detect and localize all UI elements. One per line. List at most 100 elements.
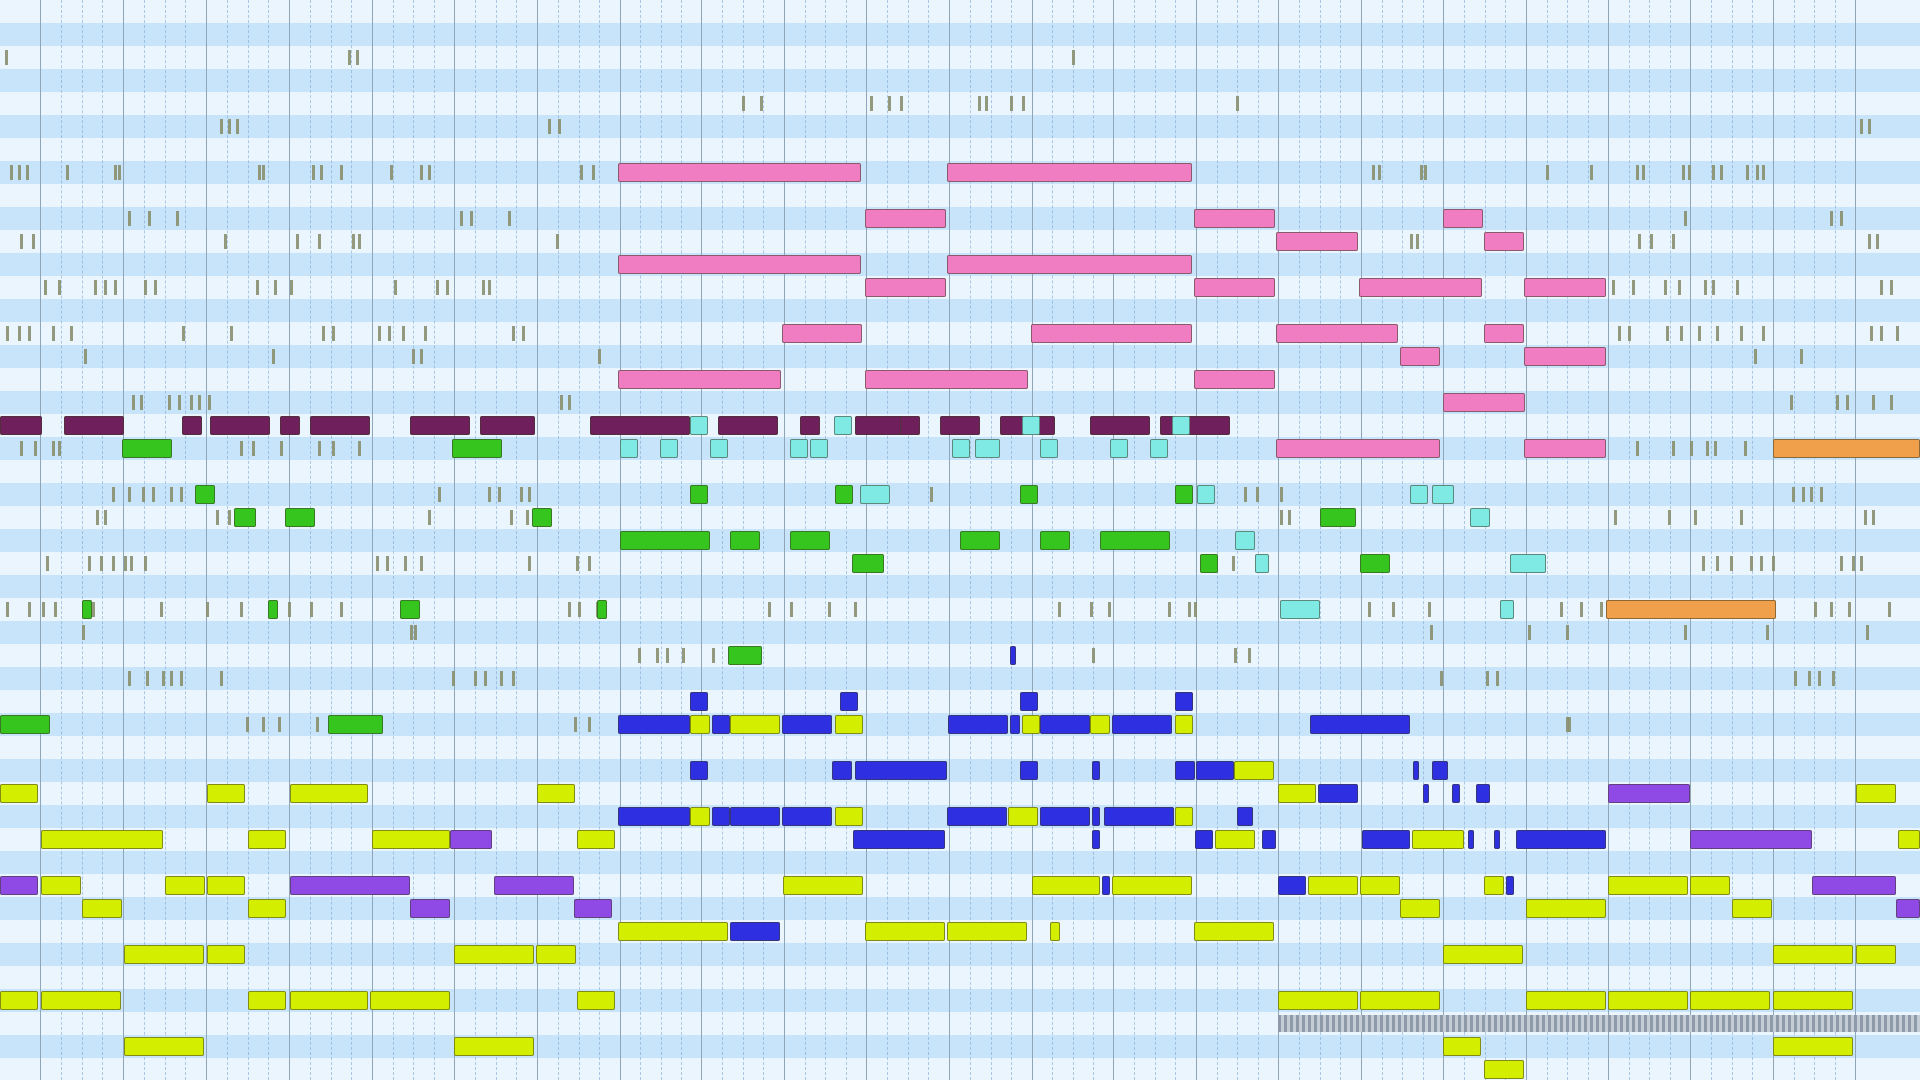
note-block[interactable] bbox=[1510, 554, 1546, 573]
note-block[interactable] bbox=[1360, 991, 1440, 1010]
short-note[interactable] bbox=[1840, 211, 1843, 226]
short-note[interactable] bbox=[1546, 165, 1549, 180]
note-block[interactable] bbox=[248, 899, 286, 918]
note-block[interactable] bbox=[1276, 232, 1358, 251]
short-note[interactable] bbox=[1880, 326, 1883, 341]
short-note[interactable] bbox=[180, 671, 183, 686]
note-block[interactable] bbox=[1524, 439, 1606, 458]
note-block[interactable] bbox=[195, 485, 215, 504]
short-note[interactable] bbox=[1410, 234, 1413, 249]
note-block[interactable] bbox=[1020, 761, 1038, 780]
note-block[interactable] bbox=[1092, 807, 1100, 826]
short-note[interactable] bbox=[978, 96, 981, 111]
short-note[interactable] bbox=[216, 510, 219, 525]
note-block[interactable] bbox=[730, 715, 780, 734]
note-block[interactable] bbox=[290, 876, 410, 895]
note-block[interactable] bbox=[1690, 991, 1770, 1010]
note-block[interactable] bbox=[410, 899, 450, 918]
short-note[interactable] bbox=[18, 326, 21, 341]
short-note[interactable] bbox=[28, 602, 31, 617]
note-block[interactable] bbox=[690, 485, 708, 504]
short-note[interactable] bbox=[356, 50, 359, 65]
short-note[interactable] bbox=[428, 165, 431, 180]
short-note[interactable] bbox=[296, 234, 299, 249]
note-block[interactable] bbox=[1690, 830, 1812, 849]
short-note[interactable] bbox=[446, 280, 449, 295]
short-note[interactable] bbox=[148, 211, 151, 226]
short-note[interactable] bbox=[20, 441, 23, 456]
short-note[interactable] bbox=[1638, 234, 1641, 249]
short-note[interactable] bbox=[1712, 165, 1715, 180]
note-block[interactable] bbox=[450, 830, 492, 849]
note-block[interactable] bbox=[577, 830, 615, 849]
note-block[interactable] bbox=[690, 761, 708, 780]
short-note[interactable] bbox=[128, 487, 131, 502]
short-note[interactable] bbox=[1890, 280, 1893, 295]
short-note[interactable] bbox=[1022, 96, 1025, 111]
short-note[interactable] bbox=[526, 510, 529, 525]
short-note[interactable] bbox=[900, 96, 903, 111]
short-note[interactable] bbox=[1762, 326, 1765, 341]
note-block[interactable] bbox=[1100, 531, 1170, 550]
short-note[interactable] bbox=[985, 96, 988, 111]
short-note[interactable] bbox=[1560, 602, 1563, 617]
short-note[interactable] bbox=[510, 510, 513, 525]
note-block[interactable] bbox=[1160, 416, 1230, 435]
short-note[interactable] bbox=[316, 717, 319, 732]
short-note[interactable] bbox=[348, 50, 351, 65]
note-block[interactable] bbox=[1410, 485, 1428, 504]
note-block[interactable] bbox=[618, 715, 690, 734]
note-block[interactable] bbox=[122, 439, 172, 458]
short-note[interactable] bbox=[1684, 211, 1687, 226]
short-note[interactable] bbox=[1790, 395, 1793, 410]
short-note[interactable] bbox=[206, 602, 209, 617]
note-block[interactable] bbox=[1020, 485, 1038, 504]
note-block[interactable] bbox=[810, 439, 828, 458]
note-block[interactable] bbox=[454, 945, 534, 964]
short-note[interactable] bbox=[1420, 165, 1423, 180]
short-note[interactable] bbox=[556, 234, 559, 249]
note-block[interactable] bbox=[1031, 324, 1192, 343]
short-note[interactable] bbox=[1794, 671, 1797, 686]
short-note[interactable] bbox=[1868, 119, 1871, 134]
short-note[interactable] bbox=[146, 671, 149, 686]
short-note[interactable] bbox=[1704, 280, 1707, 295]
note-block[interactable] bbox=[1484, 232, 1524, 251]
note-block[interactable] bbox=[840, 692, 858, 711]
short-note[interactable] bbox=[6, 602, 9, 617]
note-block[interactable] bbox=[0, 416, 42, 435]
short-note[interactable] bbox=[1760, 556, 1763, 571]
note-block[interactable] bbox=[1773, 945, 1853, 964]
short-note[interactable] bbox=[656, 648, 659, 663]
short-note[interactable] bbox=[52, 441, 55, 456]
short-note[interactable] bbox=[220, 671, 223, 686]
note-block[interactable] bbox=[1526, 991, 1606, 1010]
note-block[interactable] bbox=[1200, 554, 1218, 573]
short-note[interactable] bbox=[58, 441, 61, 456]
short-note[interactable] bbox=[1688, 165, 1691, 180]
note-block[interactable] bbox=[1112, 876, 1192, 895]
short-note[interactable] bbox=[1836, 395, 1839, 410]
note-block[interactable] bbox=[1443, 209, 1483, 228]
note-block[interactable] bbox=[948, 715, 1008, 734]
short-note[interactable] bbox=[1802, 487, 1805, 502]
short-note[interactable] bbox=[318, 441, 321, 456]
short-note[interactable] bbox=[1566, 625, 1569, 640]
note-block[interactable] bbox=[41, 991, 121, 1010]
note-block[interactable] bbox=[1856, 945, 1896, 964]
note-block[interactable] bbox=[1608, 991, 1688, 1010]
note-block[interactable] bbox=[1524, 278, 1606, 297]
short-note[interactable] bbox=[142, 487, 145, 502]
note-block[interactable] bbox=[1235, 531, 1255, 550]
note-block[interactable] bbox=[1360, 554, 1390, 573]
short-note[interactable] bbox=[682, 648, 685, 663]
note-block[interactable] bbox=[1432, 761, 1448, 780]
short-note[interactable] bbox=[312, 165, 315, 180]
short-note[interactable] bbox=[94, 280, 97, 295]
short-note[interactable] bbox=[498, 487, 501, 502]
note-block[interactable] bbox=[940, 416, 980, 435]
short-note[interactable] bbox=[512, 671, 515, 686]
short-note[interactable] bbox=[332, 326, 335, 341]
short-note[interactable] bbox=[310, 602, 313, 617]
